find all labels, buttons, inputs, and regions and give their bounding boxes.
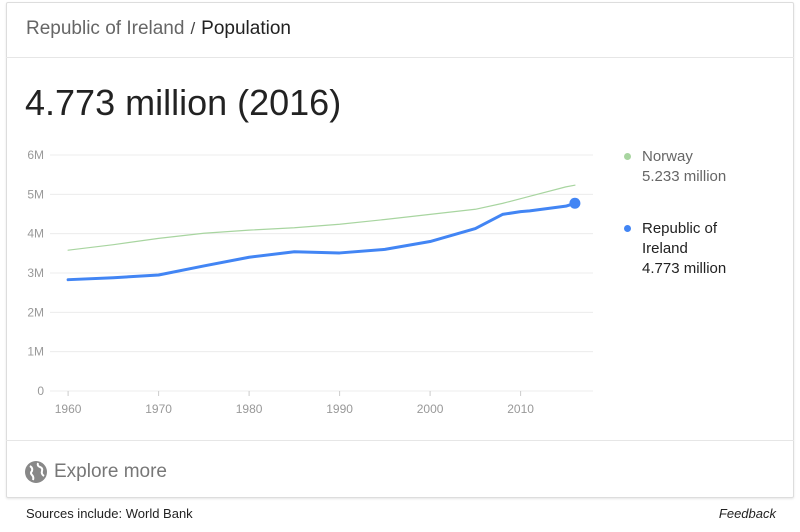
legend-entry[interactable]: Norway 5.233 million bbox=[624, 147, 772, 187]
y-tick-label: 1M bbox=[27, 345, 44, 359]
globe-icon bbox=[25, 461, 47, 483]
y-tick-label: 4M bbox=[27, 227, 44, 241]
y-tick-label: 5M bbox=[27, 187, 44, 201]
series-line bbox=[66, 201, 577, 282]
x-tick-label: 1960 bbox=[55, 402, 82, 416]
x-tick-label: 2010 bbox=[507, 402, 534, 416]
legend-value: 5.233 million bbox=[642, 168, 727, 185]
legend-swatch bbox=[624, 153, 631, 160]
x-tick-label: 1980 bbox=[236, 402, 263, 416]
legend-label: Republic of Ireland bbox=[642, 220, 718, 257]
y-tick-label: 6M bbox=[27, 148, 44, 162]
legend-value: 4.773 million bbox=[642, 260, 727, 277]
divider bbox=[6, 440, 794, 441]
entity-link[interactable]: Republic of Ireland bbox=[26, 18, 185, 39]
legend-label: Norway bbox=[642, 148, 693, 165]
sources: Sources include: World Bank bbox=[26, 506, 193, 521]
y-tick-label: 3M bbox=[27, 266, 44, 280]
legend-entry[interactable]: Republic of Ireland 4.773 million bbox=[624, 219, 742, 279]
endpoint-marker bbox=[569, 197, 581, 209]
x-tick-label: 1990 bbox=[326, 402, 353, 416]
headline: 4.773 million (2016) bbox=[25, 82, 342, 123]
series-line bbox=[67, 184, 576, 251]
y-tick-label: 2M bbox=[27, 305, 44, 319]
separator: / bbox=[190, 19, 196, 38]
x-tick-label: 1970 bbox=[145, 402, 172, 416]
explore-link[interactable]: Explore more bbox=[54, 461, 167, 482]
legend-swatch bbox=[624, 225, 631, 232]
feedback-link[interactable]: Feedback bbox=[718, 506, 776, 521]
breadcrumb: Republic of Ireland / Population bbox=[26, 18, 291, 40]
divider bbox=[6, 57, 794, 58]
topic: Population bbox=[201, 18, 291, 39]
knowledge-card bbox=[6, 2, 794, 498]
y-tick-label: 0 bbox=[37, 384, 44, 398]
x-tick-label: 2000 bbox=[417, 402, 444, 416]
